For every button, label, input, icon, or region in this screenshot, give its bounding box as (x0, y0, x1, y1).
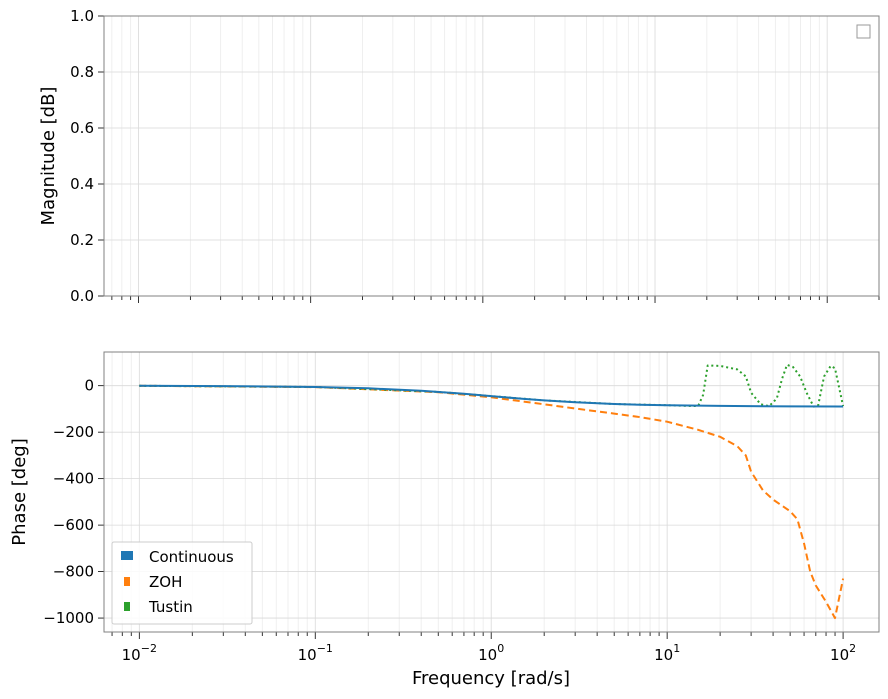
magnitude-y-axis-label: Magnitude [dB] (38, 87, 59, 226)
series-line-zoh (139, 384, 845, 620)
legend-swatch-zoh (124, 577, 130, 586)
y-tick-label: 0.4 (70, 175, 94, 193)
y-tick-label: −200 (53, 423, 94, 441)
legend-label-zoh: ZOH (149, 573, 182, 591)
phase-x-ticks: 10−2 10−1 100 101 102 (111, 632, 856, 664)
legend-swatch-continuous (121, 551, 133, 560)
y-tick-label: 0.0 (70, 287, 94, 305)
y-tick-label: 0 (84, 377, 94, 395)
magnitude-legend-box (856, 24, 871, 39)
x-tick-label: 100 (478, 642, 504, 664)
y-tick-label: −600 (53, 516, 94, 534)
legend-label-tustin: Tustin (148, 598, 193, 616)
x-tick-label: 102 (830, 642, 856, 664)
y-tick-label: −400 (53, 470, 94, 488)
phase-series (139, 363, 845, 620)
phase-x-axis-label: Frequency [rad/s] (412, 668, 570, 689)
y-tick-label: −800 (53, 563, 94, 581)
magnitude-y-ticks: 0.0 0.2 0.4 0.6 0.8 1.0 (70, 7, 104, 305)
phase-subplot: 0 −200 −400 −600 −800 −1000 10−2 10−1 100 101 102… (9, 351, 880, 689)
legend-label-continuous: Continuous (149, 548, 234, 566)
y-tick-label: 1.0 (70, 7, 94, 25)
x-tick-label: 10−2 (122, 642, 157, 664)
y-tick-label: −1000 (43, 609, 94, 627)
x-tick-label: 101 (654, 642, 680, 664)
magnitude-x-ticks (111, 296, 880, 303)
magnitude-plot-area (104, 16, 879, 296)
phase-legend-frame (111, 541, 253, 625)
phase-y-ticks: 0 −200 −400 −600 −800 −1000 (43, 377, 104, 627)
phase-y-axis-label: Phase [deg] (9, 438, 30, 545)
phase-plot-frame (103, 351, 880, 633)
series-line-continuous (139, 384, 844, 408)
y-tick-label: 0.6 (70, 119, 94, 137)
magnitude-subplot: 0.0 0.2 0.4 0.6 0.8 1.0 Magnitude [dB] (38, 7, 880, 305)
phase-legend: Continuous ZOH Tustin (111, 541, 253, 625)
legend-swatch-tustin (124, 602, 130, 611)
y-tick-label: 0.2 (70, 231, 94, 249)
x-tick-label: 10−1 (298, 642, 333, 664)
magnitude-plot-frame (103, 15, 880, 297)
y-tick-label: 0.8 (70, 63, 94, 81)
